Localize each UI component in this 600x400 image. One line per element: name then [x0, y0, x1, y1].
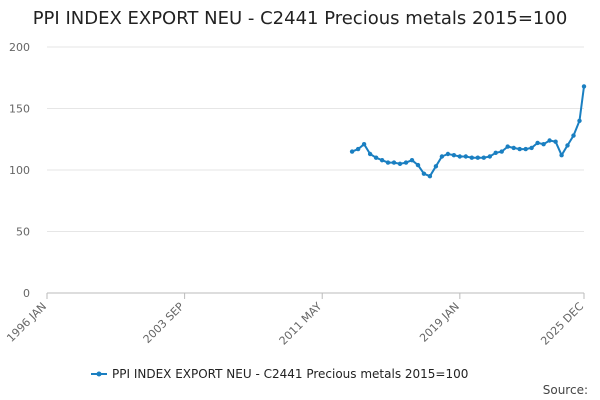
data-point[interactable]	[355, 146, 361, 152]
y-tick-label: 0	[23, 287, 30, 300]
data-point[interactable]	[487, 154, 492, 159]
data-point[interactable]	[505, 144, 510, 149]
data-point[interactable]	[511, 145, 516, 151]
data-point[interactable]	[379, 158, 385, 163]
data-point[interactable]	[547, 138, 552, 143]
legend-label: PPI INDEX EXPORT NEU - C2441 Precious me…	[112, 367, 468, 381]
data-point[interactable]	[397, 161, 403, 166]
data-point[interactable]	[499, 149, 504, 154]
data-point[interactable]	[373, 155, 379, 160]
grid-lines	[47, 46, 584, 294]
data-point[interactable]	[535, 140, 540, 146]
y-tick-label: 50	[16, 226, 30, 239]
x-tick-label: 2019 JAN	[417, 300, 462, 345]
data-point[interactable]	[361, 142, 367, 147]
data-point[interactable]	[565, 143, 570, 148]
data-point[interactable]	[481, 155, 486, 160]
data-point[interactable]	[581, 84, 587, 89]
source-label: Source:	[543, 383, 588, 397]
data-point[interactable]	[577, 118, 582, 124]
data-point[interactable]	[469, 155, 474, 160]
chart-title: PPI INDEX EXPORT NEU - C2441 Precious me…	[33, 8, 568, 29]
x-axis: 1996 JAN 2003 SEP 2011 MAY 2019 JAN 2025 DEC	[4, 293, 586, 348]
data-point[interactable]	[439, 154, 445, 159]
y-tick-label: 150	[9, 103, 30, 116]
data-point[interactable]	[493, 150, 498, 155]
data-point[interactable]	[523, 146, 528, 152]
data-point[interactable]	[475, 155, 480, 160]
data-point[interactable]	[445, 151, 451, 157]
data-point[interactable]	[517, 146, 522, 152]
x-tick-label: 2011 MAY	[277, 300, 325, 348]
series-line-0	[351, 86, 585, 178]
y-tick-label: 200	[9, 41, 30, 54]
legend-marker-swatch	[96, 371, 102, 377]
data-point[interactable]	[529, 145, 534, 151]
data-point[interactable]	[403, 160, 409, 165]
series-layer	[349, 84, 587, 179]
data-point[interactable]	[427, 174, 433, 179]
data-point[interactable]	[367, 151, 373, 157]
data-point[interactable]	[349, 149, 355, 154]
x-tick-label: 2025 DEC	[538, 300, 586, 348]
y-axis: 0 50 100 150 200	[9, 41, 30, 300]
data-point[interactable]	[553, 139, 558, 144]
x-tick-label: 1996 JAN	[4, 300, 49, 345]
x-tick-label: 2003 SEP	[141, 300, 187, 346]
data-point[interactable]	[541, 142, 546, 147]
data-point[interactable]	[421, 171, 427, 176]
data-point[interactable]	[457, 154, 462, 159]
data-point[interactable]	[559, 153, 564, 158]
data-point[interactable]	[385, 160, 391, 165]
legend[interactable]: PPI INDEX EXPORT NEU - C2441 Precious me…	[91, 367, 468, 381]
y-tick-label: 100	[9, 164, 30, 177]
data-point[interactable]	[451, 153, 457, 158]
data-point[interactable]	[433, 164, 439, 169]
data-point[interactable]	[415, 162, 421, 168]
data-point[interactable]	[391, 160, 397, 165]
data-point[interactable]	[463, 154, 468, 159]
data-point[interactable]	[409, 158, 415, 163]
data-point[interactable]	[571, 133, 576, 138]
